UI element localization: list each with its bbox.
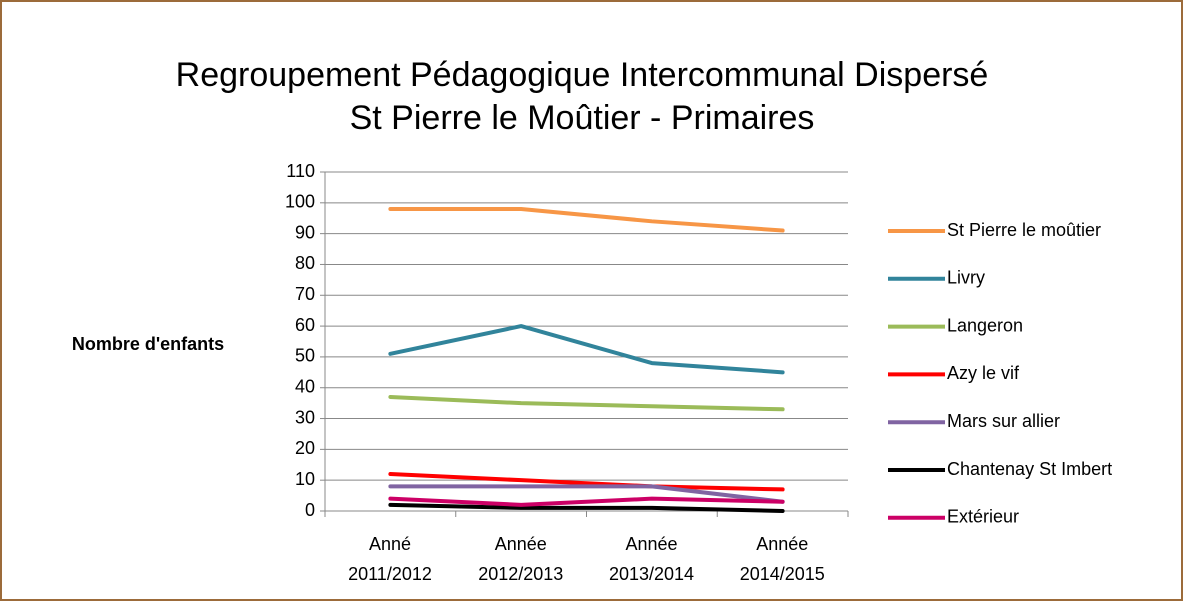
- y-tick-label: 30: [295, 407, 315, 427]
- y-tick-label: 100: [285, 192, 315, 212]
- y-tick-label: 50: [295, 346, 315, 366]
- y-tick-label: 80: [295, 253, 315, 273]
- y-tick-label: 40: [295, 376, 315, 396]
- legend-label: St Pierre le moûtier: [947, 220, 1101, 240]
- series-line: [388, 394, 785, 412]
- y-tick-label: 90: [295, 222, 315, 242]
- x-tick-label: Année 2013/2014: [608, 534, 695, 584]
- series-line: [388, 502, 785, 513]
- legend-label: Langeron: [947, 315, 1023, 335]
- y-tick-label: 20: [295, 438, 315, 458]
- y-tick-label: 60: [295, 315, 315, 335]
- y-tick-label: 70: [295, 284, 315, 304]
- chart-subtitle: St Pierre le Moûtier - Primaires: [350, 99, 815, 137]
- x-tick-label: Année 2012/2013: [478, 534, 564, 584]
- series-line: [388, 484, 785, 504]
- legend-label: Livry: [947, 268, 985, 288]
- x-tick-label: Anné 2011/2012: [348, 534, 432, 584]
- legend-label: Mars sur allier: [947, 411, 1060, 431]
- chart-title: Regroupement Pédagogique Intercommunal D…: [176, 56, 989, 94]
- series-line: [388, 324, 785, 375]
- y-tick-label: 0: [305, 500, 315, 520]
- y-tick-label: 10: [295, 469, 315, 489]
- legend-label: Azy le vif: [947, 363, 1020, 383]
- legend-label: Extérieur: [947, 507, 1019, 527]
- legend-label: Chantenay St Imbert: [947, 459, 1112, 479]
- series-line: [388, 472, 785, 492]
- series-line: [388, 496, 785, 507]
- x-tick-label: Année 2014/2015: [739, 534, 825, 584]
- y-tick-label: 110: [286, 161, 315, 181]
- y-axis-label: Nombre d'enfants: [72, 334, 224, 354]
- series-line: [388, 206, 785, 233]
